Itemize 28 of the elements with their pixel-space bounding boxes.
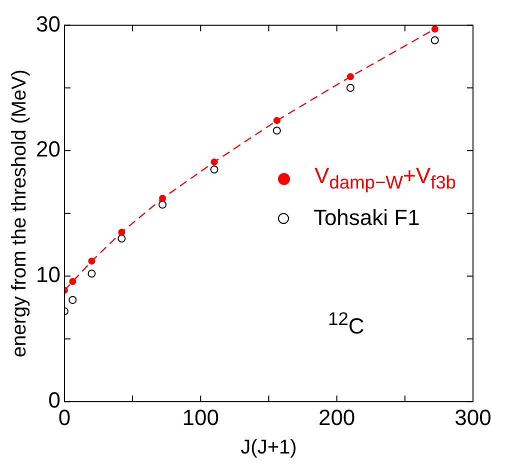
point [431, 25, 438, 32]
annotation: $^{12}$C [328, 308, 364, 340]
x-tick-label: 200 [318, 404, 356, 430]
legend-label: V$_{damp−W}$+V$_{f3b}$ [314, 162, 456, 194]
y-tick-label: 10 [36, 262, 60, 288]
x-axis-title: J(J+1) [240, 436, 297, 459]
point [210, 165, 218, 174]
point [69, 278, 76, 286]
point [346, 73, 354, 80]
point [159, 194, 166, 202]
point [88, 258, 96, 265]
point [272, 126, 281, 135]
y-axis-title: energy from the threshold (MeV) [8, 69, 31, 358]
point [210, 158, 218, 166]
point [88, 270, 96, 278]
y-tick-label: 20 [36, 136, 60, 162]
x-tick-label: 100 [182, 404, 220, 430]
point [430, 36, 439, 44]
point [68, 296, 77, 304]
y-tick-label: 30 [36, 11, 60, 36]
point [118, 228, 126, 236]
point [118, 234, 126, 242]
point [346, 84, 354, 92]
point [273, 117, 280, 124]
legend-label: Tohsaki F1 [313, 204, 420, 232]
x-tick-label: 300 [454, 404, 492, 430]
y-tick-label: 0 [48, 388, 60, 413]
point [158, 200, 167, 209]
